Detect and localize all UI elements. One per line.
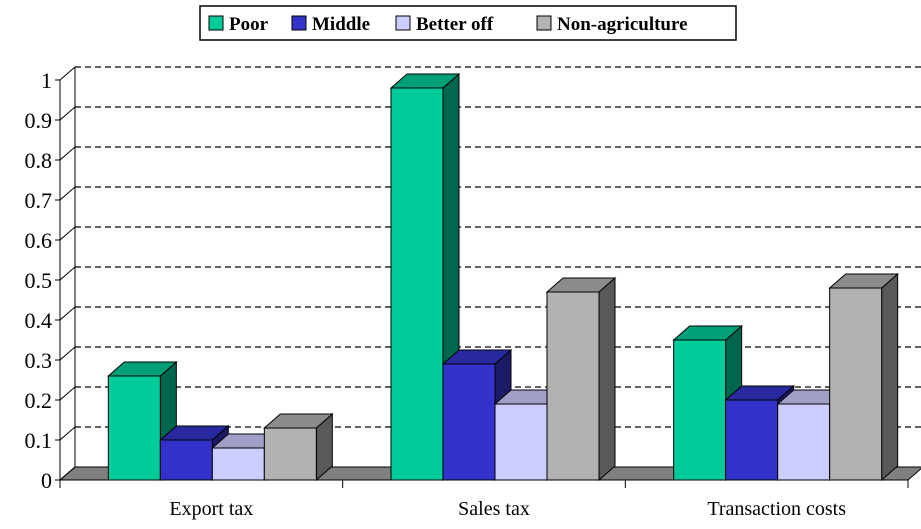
gridline-connector (59, 426, 76, 441)
y-tick-label: 0.9 (25, 108, 53, 133)
y-axis: 0 0.1 0.2 0.3 0.4 0.5 0.6 0.7 0.8 0.9 1 (25, 67, 76, 493)
x-tick-label: Transaction costs (707, 498, 846, 520)
gridline-connector (59, 226, 76, 241)
bar-front-face (263, 427, 317, 481)
y-tick-label: 0.1 (25, 428, 53, 453)
bar-side-face (598, 276, 616, 482)
legend-swatch (536, 15, 552, 31)
bars (107, 72, 899, 482)
y-tick-label: 0.2 (25, 388, 53, 413)
bar-front-face (725, 399, 779, 481)
x-axis: Export tax Sales tax Transaction costs (59, 479, 909, 520)
bar-front-face (390, 87, 444, 481)
bar-non-agriculture (545, 276, 617, 482)
y-tick-label: 0.7 (25, 188, 53, 213)
gridline-connector (59, 266, 76, 281)
legend-label: Middle (312, 14, 370, 35)
bar-front-face (159, 439, 213, 481)
bar-front-face (673, 339, 727, 481)
gridline-connector (59, 386, 76, 401)
bar-non-agriculture (828, 272, 899, 482)
gridline-connector (59, 306, 76, 321)
x-tick-label: Sales tax (458, 498, 530, 520)
legend-box (199, 5, 737, 41)
bar-front-face (829, 287, 883, 481)
y-tick-label: 0.6 (25, 228, 53, 253)
gridline-connector (59, 186, 76, 201)
y-tick-label: 0 (41, 468, 52, 493)
bar-poor (107, 360, 178, 482)
legend-swatch (208, 15, 224, 31)
y-tick-label: 1 (41, 68, 52, 93)
gridline-connector (59, 66, 76, 81)
gridline-connector (59, 106, 76, 121)
bar-front-face (494, 403, 548, 481)
bar-side-face (881, 272, 899, 482)
legend-label: Poor (229, 14, 269, 35)
y-tick-label: 0.5 (25, 268, 53, 293)
bar-front-face (211, 447, 265, 481)
x-tick-label: Export tax (169, 498, 253, 520)
legend-label: Non-agriculture (557, 14, 688, 35)
legend: Poor Middle Better off Non-agriculture (199, 5, 737, 41)
bar-front-face (442, 363, 496, 481)
bar-front-face (107, 375, 161, 481)
gridline-connector (59, 346, 76, 361)
legend-label: Better off (416, 14, 494, 35)
bar-front-face (777, 403, 831, 481)
y-tick-label: 0.3 (25, 348, 53, 373)
legend-swatch (395, 15, 411, 31)
bar-non-agriculture (263, 412, 334, 482)
bar-front-face (546, 291, 600, 481)
y-tick-label: 0.8 (25, 148, 53, 173)
gridline-connector (59, 146, 76, 161)
legend-swatch (291, 15, 307, 31)
gridline-connector (59, 466, 76, 481)
y-tick-label: 0.4 (25, 308, 53, 333)
